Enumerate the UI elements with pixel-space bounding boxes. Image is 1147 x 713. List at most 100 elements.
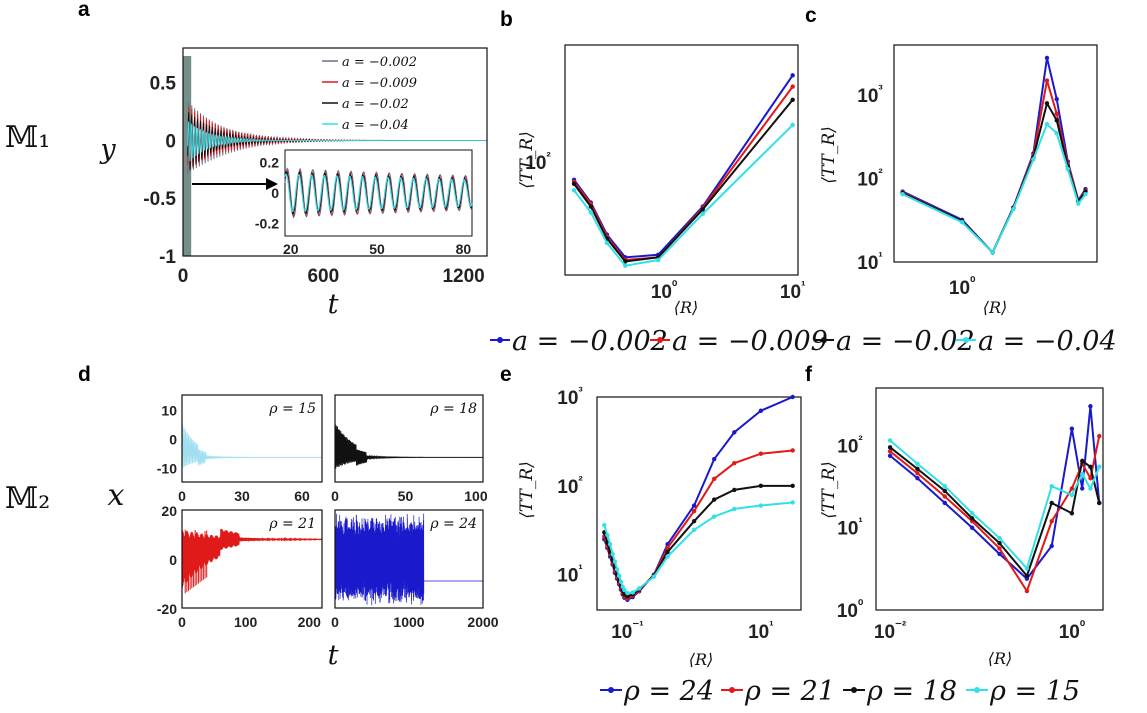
panel-f-point-2-9: [1088, 464, 1093, 470]
panel-f-ytick-0-base: 10: [837, 601, 858, 622]
panel-d-sub-label-0: ρ = 15: [268, 401, 316, 417]
panel-c-point-2-6: [1054, 118, 1059, 123]
panel-e-point-2-17: [732, 487, 737, 493]
panel-a-xtick-1: 600: [307, 266, 339, 287]
legend-top-marker-3: [963, 337, 969, 343]
panel-e-ytick-2-exp: ³: [578, 384, 583, 399]
panel-d-sub-label-1: ρ = 18: [429, 401, 477, 417]
panel-b-point-0-6: [790, 73, 795, 78]
panel-e-xtick-1-base: 10: [748, 622, 769, 643]
panel-f-ytick-1-exp: ¹: [858, 515, 862, 530]
panel-c-xtick-0-base: 10: [949, 278, 970, 299]
panel-d-sub-label-3: ρ = 24: [429, 516, 477, 532]
panel-d-sub-0-ytick-0: 10: [161, 403, 177, 419]
panel-e-ytick-1: 10²: [557, 473, 583, 498]
panel-f-point-2-8: [1080, 458, 1085, 464]
panel-a-ytick-1: 0: [165, 131, 176, 152]
panel-e-point-1-16: [712, 476, 717, 481]
panel-e-point-2-18: [758, 483, 764, 489]
panel-letter-d: d: [78, 363, 91, 386]
panel-a-inset-ytick-0: 0.2: [260, 154, 280, 170]
panel-f-point-0-3: [969, 525, 975, 530]
panel-d-sub-3-xtick-2: 2000: [467, 614, 498, 630]
panel-a-xlabel: t: [328, 289, 339, 320]
panel-e-xlabel: ⟨R⟩: [689, 650, 714, 669]
panel-f-point-1-7: [1069, 486, 1075, 491]
panel-e-point-3-15: [691, 527, 697, 532]
legend-bottom-label-0: ρ = 24: [623, 676, 714, 707]
panel-c-point-0-6: [1054, 96, 1059, 102]
panel-f-point-2-10: [1097, 500, 1102, 506]
panel-a-inset-xtick-0: 20: [283, 241, 299, 257]
panel-a-inset-ytick-1: 0: [271, 185, 279, 201]
panel-d-trace-3: [334, 513, 483, 606]
panel-b-ytick-0: 10²: [525, 149, 551, 174]
panel-c-point-3-0: [900, 192, 905, 197]
panel-f-point-2-4: [997, 540, 1002, 546]
panel-f-ytick-1: 10¹: [837, 515, 862, 540]
panel-c-ytick-2-exp: ³: [878, 82, 883, 97]
panel-d-xlabel: t: [328, 640, 339, 671]
panel-e-point-3-3: [610, 551, 615, 557]
panel-e-point-3-1: [605, 532, 610, 538]
panel-f-point-1-1: [915, 471, 920, 476]
panel-d-sub-2-ytick-0: 20: [161, 503, 177, 519]
panel-e-point-0-17: [732, 430, 737, 435]
panel-a-ylabel: y: [99, 134, 116, 165]
panel-d-sub-1-xtick-2: 100: [464, 488, 488, 504]
panel-d-trace-1: [334, 424, 484, 469]
panel-e-point-3-17: [732, 506, 737, 512]
panel-a-legend-1: a = −0.009: [342, 76, 417, 91]
panel-f-xtick-1-exp: ⁰: [1080, 618, 1086, 633]
legend-bottom-marker-1: [729, 687, 735, 693]
panel-e-point-3-2: [607, 542, 613, 547]
panel-f-xtick-1-base: 10: [1059, 622, 1080, 643]
panel-e-ytick-1-base: 10: [557, 477, 578, 498]
panel-c-frame: [893, 44, 1098, 263]
panel-f-point-1-0: [887, 449, 893, 454]
panel-b-point-2-6: [790, 97, 795, 103]
panel-f-point-1-2: [942, 494, 948, 499]
panel-e-line-1: [603, 449, 793, 600]
panel-f-point-3-3: [969, 511, 975, 516]
panel-e-point-3-7: [618, 579, 624, 585]
panel-c-ytick-0: 10¹: [857, 249, 882, 274]
panel-a-gray-band: [183, 56, 192, 256]
panel-a-inset-xtick-1: 50: [369, 241, 385, 257]
panel-d-sub-0-xtick-0: 0: [178, 488, 186, 504]
panel-e-point-3-0: [602, 523, 607, 528]
panel-a-xtick-0: 0: [178, 266, 189, 287]
panel-c-point-1-6: [1054, 111, 1059, 116]
panel-e-point-0-19: [790, 394, 795, 400]
panel-e-xtick-0-exp: ⁻¹: [632, 618, 643, 633]
legend-bottom-label-1: ρ = 21: [744, 676, 835, 707]
panel-d-sub-2-xtick-1: 100: [234, 614, 258, 630]
panel-a-inset-ytick-2: -0.2: [255, 216, 279, 232]
panel-c-point-3-4: [1031, 157, 1036, 162]
panel-c-ytick-1-exp: ²: [878, 166, 883, 181]
panel-e-point-1-19: [790, 448, 795, 453]
panel-a-ytick-3: -1: [159, 247, 176, 268]
panel-b-point-1-6: [790, 84, 795, 89]
panel-e-point-2-14: [665, 549, 670, 555]
panel-e-point-3-5: [614, 567, 620, 572]
panel-d-sub-3-xtick-1: 1000: [393, 614, 424, 630]
panel-b-ylabel: ⟨TT_R⟩: [517, 131, 537, 189]
panel-e-xtick-1-exp: ¹: [769, 618, 773, 633]
legend-bottom-label-2: ρ = 18: [866, 676, 957, 707]
panel-letter-f: f: [805, 363, 813, 386]
panel-c-point-0-5: [1044, 55, 1050, 61]
panel-d-sub-label-2: ρ = 21: [268, 516, 316, 532]
legend-top-marker-2: [821, 337, 827, 343]
panel-b-point-3-4: [655, 257, 661, 263]
panel-f-ylabel: ⟨TT_R⟩: [819, 461, 839, 519]
panel-f-point-3-4: [997, 535, 1002, 541]
panel-c-point-2-5: [1044, 101, 1050, 106]
panel-e-point-3-19: [790, 500, 795, 505]
panel-e-ytick-2-base: 10: [557, 388, 578, 409]
panel-e-point-3-12: [636, 586, 642, 591]
panel-f-point-3-8: [1080, 471, 1085, 477]
panel-c-xlabel: ⟨R⟩: [983, 298, 1008, 317]
panel-e-point-2-15: [691, 518, 697, 524]
panel-a-inset-trace-3: [284, 173, 473, 213]
